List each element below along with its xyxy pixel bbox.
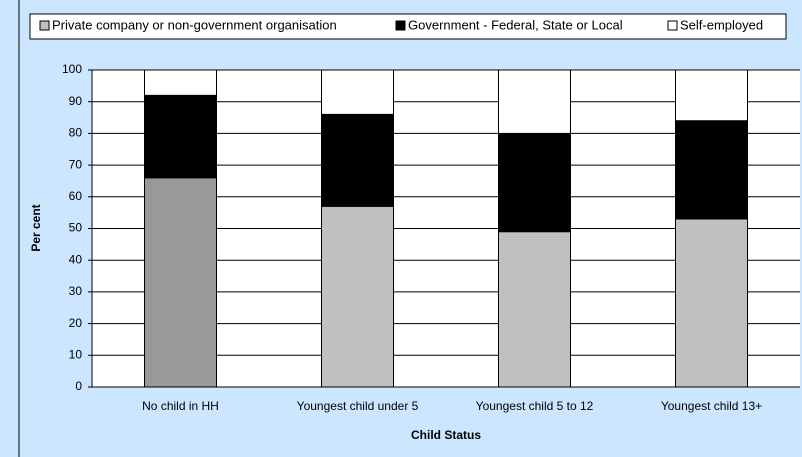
bar-segment (675, 120, 748, 220)
x-tick-label: No child in HH (142, 399, 219, 413)
bar-segment (321, 69, 394, 115)
bar-segment (144, 69, 217, 96)
x-axis-title: Child Status (411, 428, 481, 442)
legend-swatch (39, 20, 50, 31)
y-tick-label: 30 (69, 284, 83, 298)
y-tick-label: 60 (69, 189, 83, 203)
y-tick-label: 10 (69, 347, 83, 361)
y-tick-label: 50 (69, 221, 83, 235)
bar-segment (321, 205, 394, 388)
y-tick-label: 70 (69, 157, 83, 171)
y-tick-label: 100 (62, 62, 82, 76)
x-tick-label: Youngest child 13+ (661, 399, 762, 413)
bar-segment (144, 94, 217, 179)
y-tick-label: 0 (75, 379, 82, 393)
bar-segment (675, 218, 748, 388)
legend-label: Government - Federal, State or Local (408, 17, 623, 32)
y-tick-label: 90 (69, 94, 83, 108)
x-tick-label: Youngest child 5 to 12 (476, 399, 594, 413)
bar-segment (675, 69, 748, 122)
legend-label: Self-employed (680, 17, 763, 32)
legend-box (29, 13, 787, 40)
bar-segment (144, 177, 217, 388)
y-tick-label: 20 (69, 316, 83, 330)
legend-swatch (395, 20, 406, 31)
x-tick-label: Youngest child under 5 (297, 399, 419, 413)
bar-segment (498, 69, 571, 134)
y-tick-label: 80 (69, 126, 83, 140)
legend-swatch (667, 20, 678, 31)
bar-segment (498, 132, 571, 233)
y-tick-label: 40 (69, 252, 83, 266)
bar-segment (321, 113, 394, 207)
y-axis-title: Per cent (29, 204, 43, 251)
bar-segment (498, 231, 571, 388)
legend-label: Private company or non-government organi… (52, 17, 337, 32)
